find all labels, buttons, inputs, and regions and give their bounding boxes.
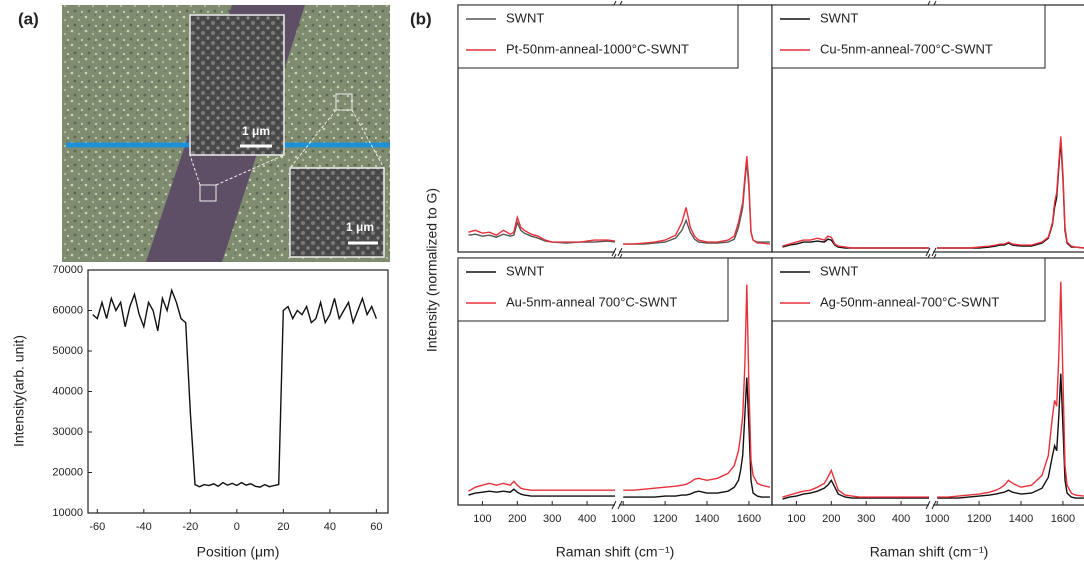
x-axis-label: Raman shift (cm⁻¹) [870, 544, 989, 560]
x-tick-label: 60 [370, 521, 382, 533]
data-line [937, 136, 1084, 249]
x-tick-label: -20 [182, 521, 198, 533]
legend-label: SWNT [506, 10, 544, 25]
axis-break [611, 500, 623, 510]
axis-break-gap [929, 503, 933, 507]
legend-label: SWNT [506, 263, 544, 278]
data-line [937, 373, 1084, 499]
x-tick-label: 300 [543, 513, 561, 525]
x-tick-label: 400 [578, 513, 596, 525]
y-axis-label: Intensity(arb. unit) [11, 335, 27, 447]
x-tick-label: 1400 [1009, 513, 1033, 525]
y-tick-label: 40000 [52, 385, 83, 397]
x-tick-label: 1400 [695, 513, 719, 525]
data-line [782, 478, 929, 500]
zoom-box [199, 184, 217, 202]
data-line [92, 287, 378, 488]
sem-inset [189, 14, 285, 156]
x-tick-label: 200 [822, 513, 840, 525]
y-axis-label: Intensity (normalized to G) [424, 188, 440, 352]
micrograph: 1 μm 1 μm [62, 5, 390, 262]
legend-box [771, 257, 1046, 322]
x-tick-label: 1200 [967, 513, 991, 525]
data-line [468, 488, 615, 497]
x-tick-label: 0 [234, 521, 240, 533]
x-tick-label: 200 [508, 513, 526, 525]
x-tick-label: 100 [473, 513, 491, 525]
scale-bar-label: 1 μm [242, 124, 270, 138]
axis-break-gap [615, 503, 619, 507]
x-tick-label: 1000 [611, 513, 635, 525]
panel-label: (b) [410, 9, 432, 28]
x-tick-label: -40 [136, 521, 152, 533]
x-tick-label: 20 [277, 521, 289, 533]
x-tick-label: 100 [787, 513, 805, 525]
x-axis-label: Position (μm) [197, 544, 280, 560]
legend-label: Ag-50nm-anneal-700°C-SWNT [820, 294, 999, 309]
x-tick-label: 300 [857, 513, 875, 525]
x-tick-label: 1600 [737, 513, 761, 525]
y-tick-label: 50000 [52, 345, 83, 357]
legend-box [771, 4, 1046, 69]
y-tick-label: 60000 [52, 304, 83, 316]
legend-box [457, 257, 729, 322]
axis-break [925, 500, 937, 510]
zoom-connector [189, 109, 385, 186]
legend-label: SWNT [820, 10, 858, 25]
data-line [468, 480, 615, 492]
panel-label: (a) [18, 9, 39, 28]
data-line [623, 377, 770, 498]
legend-box [457, 4, 739, 69]
y-tick-label: 10000 [52, 507, 83, 519]
x-tick-label: -60 [89, 521, 105, 533]
legend-label: Au-5nm-anneal 700°C-SWNT [506, 294, 677, 309]
axis-break-gap [929, 250, 933, 254]
data-line [782, 468, 929, 498]
x-tick-label: 400 [892, 513, 910, 525]
legend-label: SWNT [820, 263, 858, 278]
y-tick-label: 70000 [52, 264, 83, 276]
scale-bar-label: 1 μm [346, 220, 374, 234]
data-line [782, 235, 929, 249]
x-tick-label: 40 [324, 521, 336, 533]
x-tick-label: 1600 [1051, 513, 1075, 525]
data-line [937, 281, 1084, 498]
axis-break [925, 247, 937, 257]
axis-break-gap [615, 250, 619, 254]
y-tick-label: 30000 [52, 426, 83, 438]
y-tick-label: 20000 [52, 466, 83, 478]
plot-frame [87, 269, 389, 514]
data-line [468, 214, 616, 243]
x-axis-label: Raman shift (cm⁻¹) [556, 544, 675, 560]
zoom-box [335, 93, 353, 111]
data-line [623, 284, 771, 491]
data-line [623, 156, 770, 245]
legend-label: Pt-50nm-anneal-1000°C-SWNT [506, 41, 689, 56]
legend-label: Cu-5nm-anneal-700°C-SWNT [820, 41, 993, 56]
x-tick-label: 1000 [925, 513, 949, 525]
x-tick-label: 1200 [653, 513, 677, 525]
axis-break [611, 247, 623, 257]
